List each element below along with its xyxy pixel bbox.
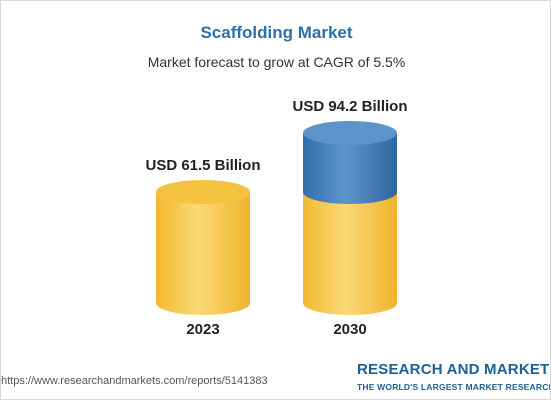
brand-logo: RESEARCH AND MARKETS THE WORLD'S LARGEST…	[355, 361, 550, 397]
value-label-2023: USD 61.5 Billion	[145, 157, 260, 174]
value-label-2030: USD 94.2 Billion	[292, 98, 407, 115]
chart-subtitle: Market forecast to grow at CAGR of 5.5%	[147, 54, 406, 70]
bar-2030-segment-1	[303, 133, 397, 205]
category-label-2023: 2023	[186, 321, 219, 338]
category-label-2030: 2030	[333, 321, 366, 338]
chart-title: Scaffolding Market	[200, 23, 353, 42]
bar-2023-segment-0	[156, 192, 250, 315]
brand-tagline: THE WORLD'S LARGEST MARKET RESEARCH STOR…	[357, 382, 550, 392]
source-url[interactable]: https://www.researchandmarkets.com/repor…	[1, 375, 268, 387]
brand-name: RESEARCH AND MARKETS	[357, 361, 550, 378]
bar-2030-segment-0	[303, 192, 397, 315]
bar-2030-top-cap	[303, 121, 397, 145]
bar-2023-top-cap	[156, 180, 250, 205]
